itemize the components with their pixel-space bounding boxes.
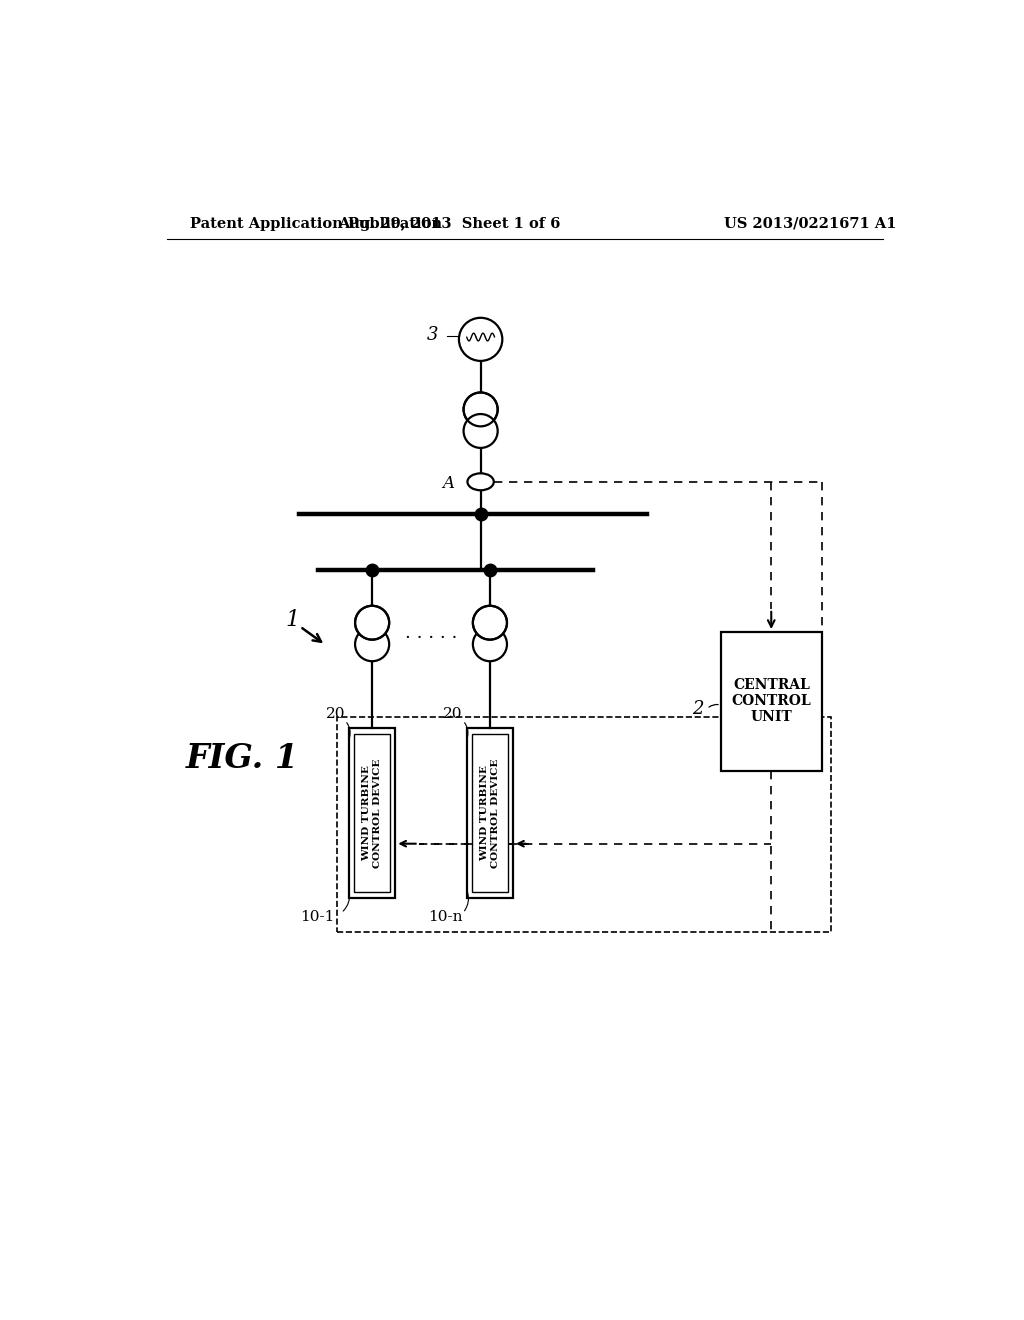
Text: . . . . .: . . . . . (404, 624, 457, 643)
Text: FIG. 1: FIG. 1 (186, 742, 299, 776)
Ellipse shape (459, 318, 503, 360)
Bar (354, 734, 390, 892)
Ellipse shape (355, 627, 389, 661)
Text: 2: 2 (692, 700, 703, 718)
Text: WIND TURBINE
CONTROL DEVICE: WIND TURBINE CONTROL DEVICE (480, 758, 500, 867)
Bar (472, 734, 508, 892)
Bar (349, 729, 395, 898)
Text: 20: 20 (326, 708, 345, 721)
Ellipse shape (473, 627, 507, 661)
Text: CENTRAL
CONTROL
UNIT: CENTRAL CONTROL UNIT (731, 678, 811, 725)
Bar (721, 632, 821, 771)
Ellipse shape (464, 392, 498, 426)
Text: 3: 3 (427, 326, 438, 345)
Bar (467, 729, 513, 898)
Ellipse shape (467, 474, 494, 490)
Text: WIND TURBINE
CONTROL DEVICE: WIND TURBINE CONTROL DEVICE (362, 758, 382, 867)
Ellipse shape (464, 414, 498, 447)
Text: 10-n: 10-n (428, 909, 463, 924)
Text: 20: 20 (443, 708, 463, 721)
Text: A: A (442, 475, 455, 492)
Text: 10-1: 10-1 (301, 909, 335, 924)
Text: Aug. 29, 2013  Sheet 1 of 6: Aug. 29, 2013 Sheet 1 of 6 (339, 216, 561, 231)
Bar (337, 717, 830, 932)
Text: 1: 1 (286, 610, 299, 631)
Text: US 2013/0221671 A1: US 2013/0221671 A1 (724, 216, 896, 231)
Text: Patent Application Publication: Patent Application Publication (190, 216, 442, 231)
Ellipse shape (473, 606, 507, 640)
Ellipse shape (355, 606, 389, 640)
